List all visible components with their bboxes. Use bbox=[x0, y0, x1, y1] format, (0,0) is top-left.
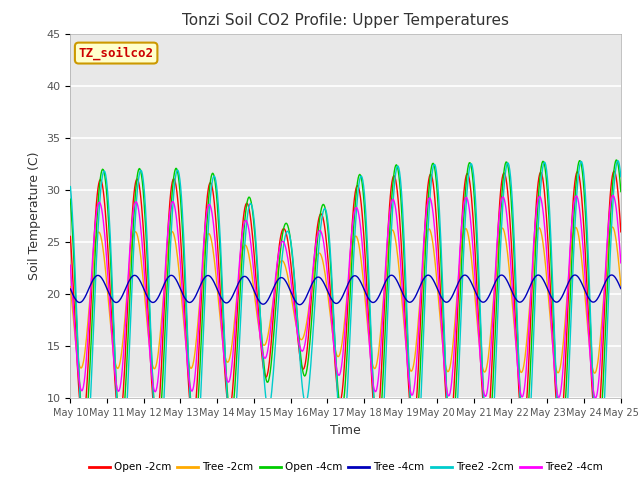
Tree2 -4cm bbox=[189, 387, 196, 393]
Legend: Open -2cm, Tree -2cm, Open -4cm, Tree -4cm, Tree2 -2cm, Tree2 -4cm: Open -2cm, Tree -2cm, Open -4cm, Tree -4… bbox=[84, 458, 607, 477]
Tree2 -2cm bbox=[189, 446, 196, 452]
Open -2cm bbox=[617, 229, 625, 235]
Tree2 -4cm bbox=[592, 395, 600, 401]
Open -4cm bbox=[612, 157, 620, 163]
Tree2 -4cm bbox=[617, 260, 625, 266]
Open -2cm bbox=[413, 399, 420, 405]
Open -4cm bbox=[594, 438, 602, 444]
Tree2 -4cm bbox=[133, 200, 141, 206]
Tree -2cm bbox=[189, 362, 196, 368]
Open -2cm bbox=[133, 176, 141, 182]
Open -4cm bbox=[617, 189, 625, 194]
Tree2 -4cm bbox=[67, 262, 74, 268]
Tree2 -2cm bbox=[67, 184, 74, 190]
Tree2 -4cm bbox=[609, 192, 617, 198]
Tree2 -2cm bbox=[133, 192, 141, 197]
Tree -2cm bbox=[133, 231, 141, 237]
Line: Tree -2cm: Tree -2cm bbox=[70, 227, 621, 373]
Tree -4cm bbox=[67, 286, 74, 292]
Line: Tree2 -4cm: Tree2 -4cm bbox=[70, 195, 621, 398]
Tree2 -4cm bbox=[413, 362, 420, 368]
Tree2 -4cm bbox=[218, 330, 226, 336]
Line: Tree -4cm: Tree -4cm bbox=[70, 275, 621, 305]
Tree -2cm bbox=[591, 371, 598, 376]
Tree2 -4cm bbox=[77, 385, 84, 391]
Tree -4cm bbox=[133, 274, 141, 279]
Tree -2cm bbox=[609, 224, 616, 230]
Open -4cm bbox=[218, 287, 226, 292]
Open -2cm bbox=[189, 418, 196, 424]
Tree -4cm bbox=[413, 290, 421, 296]
Open -4cm bbox=[429, 161, 436, 167]
Open -2cm bbox=[610, 168, 618, 174]
X-axis label: Time: Time bbox=[330, 424, 361, 437]
Open -2cm bbox=[429, 176, 436, 182]
Open -2cm bbox=[218, 320, 226, 325]
Tree -4cm bbox=[189, 298, 196, 303]
Tree -2cm bbox=[413, 340, 420, 346]
Tree2 -2cm bbox=[429, 168, 436, 174]
Tree2 -2cm bbox=[614, 158, 621, 164]
Tree2 -2cm bbox=[595, 472, 602, 478]
Tree -4cm bbox=[617, 286, 625, 291]
Open -4cm bbox=[77, 394, 84, 400]
Tree -4cm bbox=[218, 296, 226, 302]
Tree -4cm bbox=[429, 277, 437, 283]
Tree -2cm bbox=[218, 332, 226, 338]
Tree2 -2cm bbox=[617, 174, 625, 180]
Line: Open -2cm: Open -2cm bbox=[70, 171, 621, 430]
Tree2 -2cm bbox=[77, 403, 84, 409]
Line: Open -4cm: Open -4cm bbox=[70, 160, 621, 441]
Open -4cm bbox=[413, 426, 420, 432]
Tree2 -4cm bbox=[429, 206, 436, 212]
Tree -4cm bbox=[296, 302, 304, 308]
Tree -2cm bbox=[617, 283, 625, 288]
Text: TZ_soilco2: TZ_soilco2 bbox=[79, 47, 154, 60]
Open -2cm bbox=[77, 405, 84, 411]
Open -2cm bbox=[67, 234, 74, 240]
Tree2 -2cm bbox=[413, 466, 420, 472]
Line: Tree2 -2cm: Tree2 -2cm bbox=[70, 161, 621, 475]
Y-axis label: Soil Temperature (C): Soil Temperature (C) bbox=[28, 152, 41, 280]
Tree -2cm bbox=[67, 284, 74, 289]
Tree2 -2cm bbox=[218, 274, 226, 279]
Tree -2cm bbox=[77, 365, 84, 371]
Open -4cm bbox=[133, 175, 141, 180]
Title: Tonzi Soil CO2 Profile: Upper Temperatures: Tonzi Soil CO2 Profile: Upper Temperatur… bbox=[182, 13, 509, 28]
Open -4cm bbox=[189, 423, 196, 429]
Open -2cm bbox=[593, 427, 600, 433]
Open -4cm bbox=[67, 196, 74, 202]
Tree -4cm bbox=[77, 300, 84, 305]
Tree -4cm bbox=[608, 272, 616, 278]
Tree -2cm bbox=[429, 238, 436, 244]
